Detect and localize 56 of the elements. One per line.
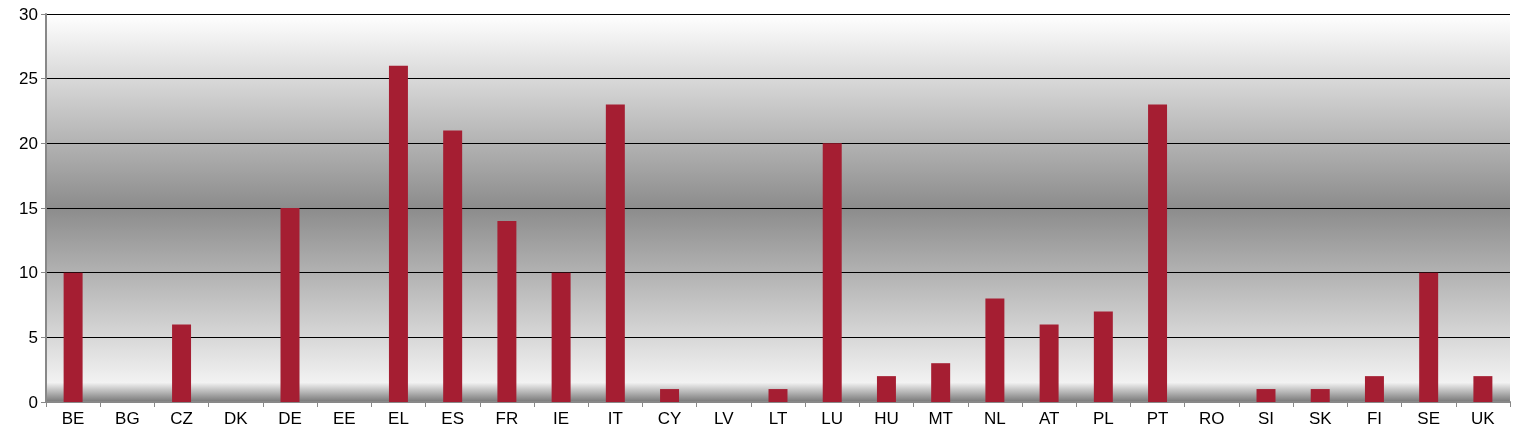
bar [1364,376,1384,402]
x-tick-label: PL [1092,409,1114,428]
x-tick-label: IE [553,409,570,428]
x-tick-label: LU [821,409,844,428]
x-tick-label: BG [115,409,140,428]
x-tick-label: UK [1471,409,1496,428]
bar [388,65,408,402]
x-tick-label: DK [223,409,249,428]
y-tick-label: 30 [19,4,38,24]
x-tick-label: RO [1199,409,1225,428]
bar [551,272,571,402]
x-tick-label: SK [1308,409,1333,428]
x-tick-label: BE [61,409,85,428]
y-tick-label: 25 [19,69,38,89]
bar [768,389,788,402]
x-tick-label: PT [1146,409,1169,428]
y-tick-label: 10 [19,263,38,283]
x-tick-label: LT [768,409,788,428]
bar [63,272,83,402]
bar [1310,389,1330,402]
bar [1093,311,1113,402]
y-tick-label: 20 [19,133,38,153]
bar [172,324,192,402]
bar [497,220,517,402]
x-tick-label: CY [657,409,682,428]
bar [1039,324,1059,402]
x-tick-label: FR [495,409,519,428]
x-tick-label: IT [607,409,623,428]
bar [876,376,896,402]
x-tick-label: LV [714,409,735,428]
x-tick-label: MT [928,409,953,428]
y-tick-label: 0 [28,392,38,412]
bar [1473,376,1493,402]
y-tick-label: 5 [28,327,38,347]
x-tick-label: DE [278,409,302,428]
x-tick-label: SE [1417,409,1441,428]
x-tick-label: SI [1257,409,1275,428]
bar [1148,104,1168,402]
x-tick-label: CZ [170,409,193,428]
bar [1256,389,1276,402]
bar [1419,272,1439,402]
bar [443,130,463,402]
x-tick-label: EE [332,409,356,428]
x-tick-label: EL [388,409,409,428]
y-tick-label: 15 [19,198,38,218]
x-tick-label: AT [1038,409,1060,428]
bar [822,143,842,402]
bar [985,298,1005,402]
x-tick-label: ES [441,409,465,428]
bar [931,363,951,402]
bar [605,104,625,402]
bar [660,389,680,402]
x-tick-label: FI [1366,409,1382,428]
x-tick-label: HU [874,409,899,428]
bar [280,208,300,402]
x-tick-label: NL [984,409,1006,428]
